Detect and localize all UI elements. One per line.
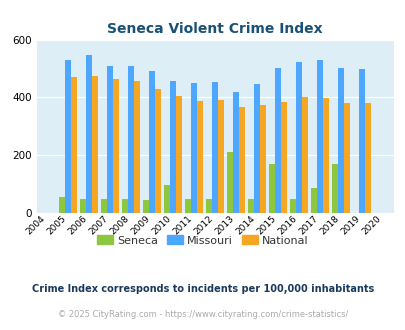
Bar <box>311 188 317 213</box>
Bar <box>65 60 71 213</box>
Text: Crime Index corresponds to incidents per 100,000 inhabitants: Crime Index corresponds to incidents per… <box>32 284 373 294</box>
Bar <box>317 60 322 213</box>
Bar <box>134 81 140 213</box>
Bar <box>206 199 212 213</box>
Bar <box>227 152 233 213</box>
Bar <box>143 200 149 213</box>
Bar <box>113 79 119 213</box>
Bar <box>332 164 337 213</box>
Bar <box>149 71 155 213</box>
Bar <box>164 185 170 213</box>
Bar <box>322 98 328 213</box>
Bar <box>254 84 260 213</box>
Bar <box>364 103 370 213</box>
Text: © 2025 CityRating.com - https://www.cityrating.com/crime-statistics/: © 2025 CityRating.com - https://www.city… <box>58 310 347 319</box>
Bar <box>155 89 160 213</box>
Bar <box>170 82 176 213</box>
Bar <box>239 107 245 213</box>
Bar <box>260 105 265 213</box>
Bar <box>176 96 181 213</box>
Bar <box>196 101 202 213</box>
Bar <box>86 55 92 213</box>
Bar <box>358 69 364 213</box>
Bar <box>290 199 296 213</box>
Bar <box>233 91 239 213</box>
Legend: Seneca, Missouri, National: Seneca, Missouri, National <box>93 231 312 250</box>
Bar <box>296 62 301 213</box>
Bar <box>185 199 191 213</box>
Title: Seneca Violent Crime Index: Seneca Violent Crime Index <box>107 22 322 36</box>
Bar <box>128 66 134 213</box>
Bar <box>269 164 275 213</box>
Bar <box>281 102 286 213</box>
Bar <box>122 199 128 213</box>
Bar <box>275 69 281 213</box>
Bar <box>248 199 254 213</box>
Bar <box>92 76 98 213</box>
Bar <box>301 97 307 213</box>
Bar <box>71 77 77 213</box>
Bar <box>107 66 113 213</box>
Bar <box>191 83 196 213</box>
Bar <box>101 199 107 213</box>
Bar <box>217 100 224 213</box>
Bar <box>80 199 86 213</box>
Bar <box>212 82 217 213</box>
Bar <box>343 103 349 213</box>
Bar <box>337 68 343 213</box>
Bar <box>59 197 65 213</box>
